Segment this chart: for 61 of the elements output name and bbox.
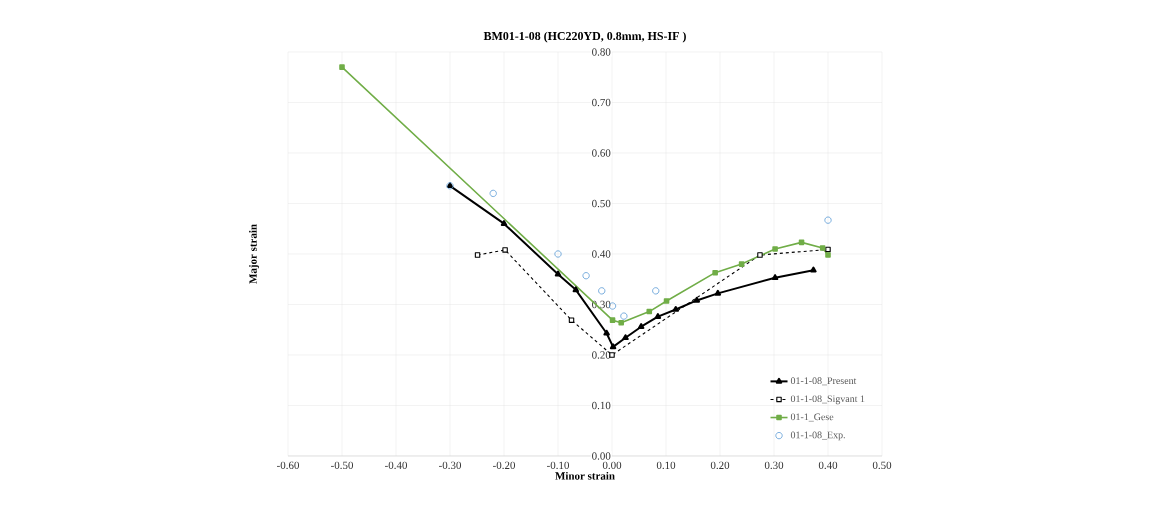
y-tick-label: 0.40 — [592, 250, 611, 258]
legend-label: 01-1-08_Present — [790, 377, 857, 386]
y-tick-label: 0.10 — [592, 401, 611, 410]
x-tick-label: 0.00 — [602, 461, 622, 470]
x-tick-label: -0.10 — [547, 461, 570, 470]
point — [693, 296, 701, 303]
point — [582, 272, 590, 280]
legend-label: 01-1-08_Sigvant 1 — [790, 395, 865, 405]
y-axis-title: Major strain — [249, 224, 259, 284]
point — [502, 247, 508, 253]
x-tick-label: 0.40 — [818, 461, 838, 470]
point — [554, 270, 562, 277]
point — [620, 312, 628, 320]
point — [489, 189, 497, 197]
x-tick-label: -0.30 — [439, 461, 462, 470]
point — [637, 323, 645, 329]
point — [500, 220, 508, 226]
x-tick-label: -0.60 — [277, 461, 300, 470]
point — [712, 269, 718, 276]
y-tick-label: 0.50 — [592, 199, 611, 208]
point — [663, 298, 670, 304]
point — [609, 343, 617, 350]
point — [771, 274, 779, 281]
point — [825, 246, 831, 253]
legend-label: 01-1-08_Exp. — [790, 431, 845, 441]
point — [810, 266, 817, 273]
x-axis-title: Minor strain — [555, 471, 615, 480]
point — [554, 250, 562, 258]
point — [474, 252, 481, 258]
point — [572, 286, 580, 293]
y-tick-label: 0.80 — [592, 48, 611, 56]
point — [824, 216, 832, 224]
x-tick-label: -0.20 — [493, 461, 516, 470]
point — [672, 305, 679, 312]
point — [622, 334, 629, 341]
point — [772, 246, 778, 252]
point — [714, 289, 722, 296]
x-tick-label: 0.50 — [872, 461, 892, 470]
point — [618, 319, 624, 326]
point — [819, 245, 826, 251]
point — [652, 287, 660, 295]
point — [757, 252, 763, 258]
x-tick-label: -0.50 — [331, 461, 354, 470]
point — [603, 329, 610, 336]
legend-label: 01-1_Gese — [790, 413, 834, 422]
point — [738, 261, 745, 267]
point — [609, 317, 616, 323]
x-tick-label: 0.30 — [764, 461, 784, 470]
y-tick-label: 0.60 — [592, 149, 611, 157]
point — [646, 308, 653, 315]
point — [825, 252, 831, 258]
y-tick-label: 0.00 — [592, 452, 611, 460]
chart-title: BM01-1-08 (HC220YD, 0.8mm, HS-IF ) — [483, 31, 686, 43]
point — [568, 317, 575, 323]
y-tick-label: 0.70 — [592, 98, 611, 107]
point — [598, 287, 606, 295]
x-tick-label: 0.20 — [710, 461, 730, 470]
point — [339, 64, 345, 70]
x-tick-label: 0.10 — [656, 461, 676, 470]
point — [654, 313, 662, 319]
x-tick-label: -0.40 — [385, 461, 408, 470]
